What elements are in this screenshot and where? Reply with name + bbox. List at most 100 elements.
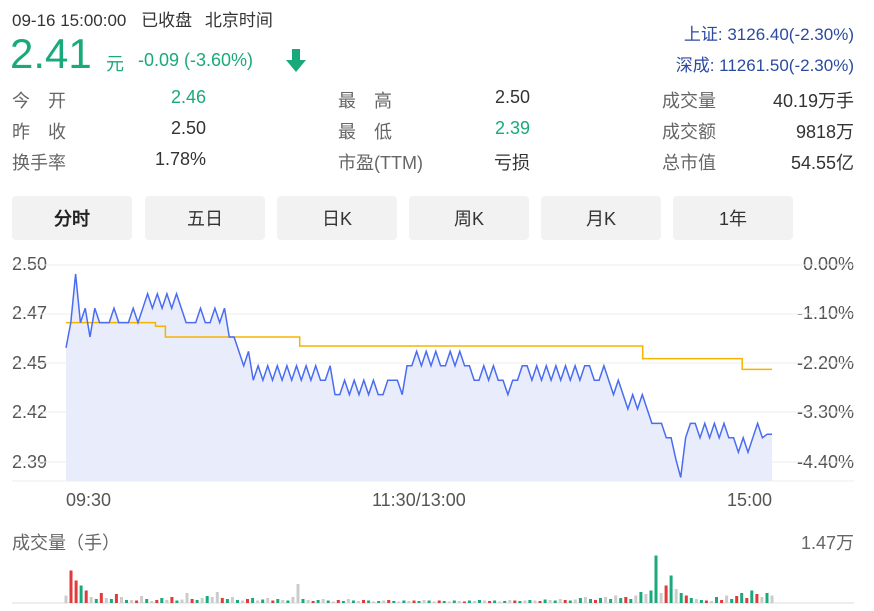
volume-max: 1.47万	[800, 533, 854, 553]
volume-bar	[362, 600, 365, 603]
volume-bar	[604, 597, 608, 603]
volume-bar	[558, 599, 562, 603]
volume-bar	[321, 599, 325, 603]
volume-bar	[160, 598, 164, 603]
volume-bar	[79, 585, 83, 603]
volume-bar	[483, 600, 487, 603]
volume-bar	[674, 589, 678, 603]
volume-bar	[704, 600, 708, 603]
volume-bar	[735, 596, 739, 603]
volume-bar	[150, 601, 154, 603]
quote-label-prev-close: 昨 收	[12, 122, 66, 142]
volume-bar	[447, 601, 451, 603]
volume-bar	[543, 599, 547, 603]
volume-bar	[765, 593, 769, 603]
volume-bar	[548, 600, 552, 603]
volume-bar	[210, 597, 214, 603]
price-line	[65, 273, 772, 478]
volume-bar	[503, 601, 507, 603]
volume-bar	[639, 592, 643, 603]
volume-bar	[256, 600, 260, 603]
tab-one-year[interactable]: 1年	[673, 196, 793, 240]
volume-bar	[205, 596, 209, 603]
volume-bar	[412, 600, 416, 603]
tab-five-day[interactable]: 五日	[145, 196, 265, 240]
volume-bar	[301, 599, 305, 603]
volume-bar	[740, 593, 744, 603]
quote-value-low: 2.39	[494, 118, 530, 138]
volume-bar	[236, 600, 239, 603]
volume-bar	[377, 601, 381, 603]
average-price-line	[66, 321, 772, 371]
quote-label-pe: 市盈(TTM)	[338, 153, 423, 173]
index-shanghai[interactable]: 上证: 3126.40(-2.30%)	[684, 20, 854, 45]
header-datetime-line: 09-16 15:00:00 已收盘 北京时间	[12, 6, 273, 31]
volume-bar	[180, 599, 184, 603]
quote-value-high: 2.50	[494, 87, 530, 107]
market-status: 已收盘	[141, 11, 193, 30]
volume-bar	[730, 599, 734, 603]
x-axis-tick: 09:30	[66, 490, 112, 510]
volume-bar	[422, 600, 426, 603]
trade-datetime: 09-16 15:00:00	[12, 11, 127, 30]
quote-label-low: 最 低	[338, 122, 392, 142]
quote-value-pe: 亏损	[494, 153, 530, 173]
volume-bar	[478, 600, 481, 603]
volume-bar	[417, 601, 421, 603]
index-shenzhen[interactable]: 深成: 11261.50(-2.30%)	[676, 51, 854, 76]
volume-bar	[609, 599, 613, 603]
volume-bar	[351, 600, 355, 603]
volume-bar	[669, 575, 673, 603]
volume-bar	[720, 600, 724, 603]
volume-bar	[578, 598, 582, 603]
volume-bar	[125, 600, 128, 603]
volume-bar	[215, 592, 219, 603]
volume-bar	[614, 595, 618, 603]
tab-monthly-k[interactable]: 月K	[541, 196, 661, 240]
quote-label-turnover-amount: 成交额	[662, 122, 716, 142]
volume-bar	[750, 590, 754, 603]
volume-bar	[679, 593, 683, 603]
volume-bar	[230, 597, 234, 603]
volume-bar	[341, 601, 345, 603]
volume-bar	[291, 597, 295, 603]
left-axis-tick: 2.50	[12, 254, 48, 274]
volume-bar	[316, 600, 320, 603]
volume-bar	[241, 600, 244, 603]
volume-bar	[387, 600, 391, 603]
volume-bar	[583, 597, 587, 603]
volume-bar	[513, 600, 517, 603]
volume-bar	[437, 600, 441, 603]
volume-bar	[185, 593, 189, 603]
volume-bar	[538, 601, 542, 603]
tab-daily-k[interactable]: 日K	[277, 196, 397, 240]
volume-bar	[634, 595, 638, 603]
volume-bar	[74, 580, 78, 603]
volume-bar	[326, 600, 330, 603]
volume-bar	[488, 601, 492, 603]
volume-bar	[649, 590, 653, 603]
volume-bar	[271, 600, 275, 603]
current-price: 2.41	[10, 30, 92, 77]
volume-bar	[190, 599, 194, 603]
volume-bar	[770, 595, 774, 603]
volume-bar	[392, 601, 396, 603]
volume-bar	[220, 598, 224, 603]
price-change: -0.09 (-3.60%)	[138, 50, 254, 70]
volume-bar	[246, 599, 249, 603]
volume-bar	[573, 599, 577, 603]
volume-bar	[568, 600, 572, 603]
quote-value-market-cap: 54.55亿	[790, 153, 854, 173]
volume-bar	[599, 598, 602, 603]
volume-bar	[397, 601, 401, 603]
volume-bar	[296, 584, 300, 603]
volume-bar	[165, 600, 169, 603]
volume-bar	[462, 601, 466, 603]
tab-weekly-k[interactable]: 周K	[409, 196, 529, 240]
volume-bar	[120, 597, 123, 603]
volume-bar	[452, 600, 456, 603]
volume-bar	[493, 600, 497, 603]
volume-bar	[664, 585, 668, 603]
tab-intraday[interactable]: 分时	[12, 196, 132, 240]
